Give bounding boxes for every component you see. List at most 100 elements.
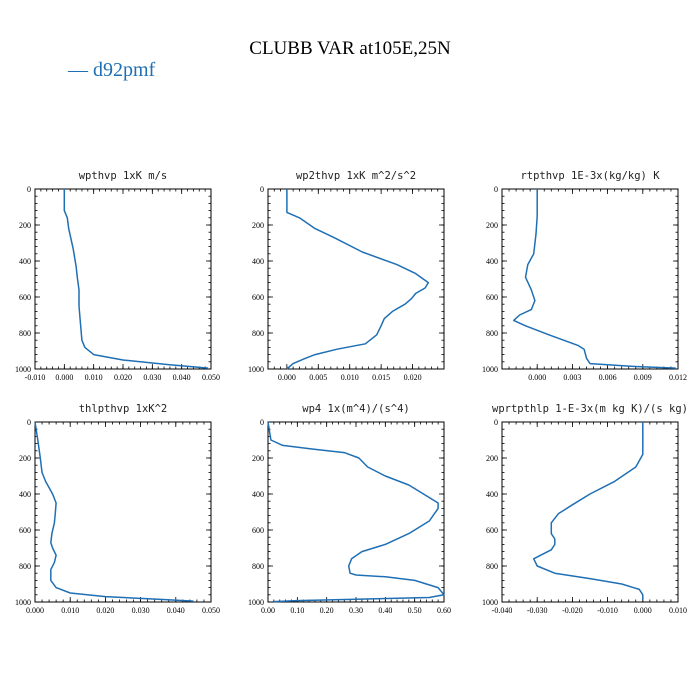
x-tick-label: 0.010 xyxy=(61,606,79,615)
series-line-1 xyxy=(532,422,644,601)
y-tick-label: 1000 xyxy=(482,598,498,607)
series-line-1 xyxy=(286,189,430,370)
chart-panel-5: wp4 1x(m^4)/(s^4) 0.00 0.10 0.20 0.30 0.40 0.5… xyxy=(248,403,451,615)
y-tick-label: 600 xyxy=(486,293,498,302)
x-tick-label: 0.10 xyxy=(290,606,304,615)
y-tick-label: 200 xyxy=(19,454,31,463)
y-tick-label: 600 xyxy=(486,526,498,535)
plot-frame xyxy=(34,421,212,603)
y-tick-label: 400 xyxy=(486,257,498,266)
legend: — d92pmf xyxy=(67,59,156,81)
x-tick-label: 0.003 xyxy=(563,373,581,382)
x-tick-label: 0.030 xyxy=(132,606,150,615)
x-tick-label: 0.050 xyxy=(202,373,220,382)
x-tick-label: 0.020 xyxy=(96,606,114,615)
y-tick-label: 1000 xyxy=(248,365,264,374)
x-tick-label: 0.040 xyxy=(173,373,191,382)
y-tick-label: 400 xyxy=(19,257,31,266)
x-tick-label: 0.030 xyxy=(143,373,161,382)
x-tick-label: 0.000 xyxy=(278,373,296,382)
y-tick-label: 200 xyxy=(19,221,31,230)
panel-title: rtpthvp 1E-3x(kg/kg) K xyxy=(520,170,660,182)
y-tick-label: 600 xyxy=(19,526,31,535)
panel-title: wp2thvp 1xK m^2/s^2 xyxy=(296,170,416,182)
x-tick-label: 0.000 xyxy=(26,606,44,615)
x-tick-label: 0.000 xyxy=(55,373,73,382)
panel-title: wp4 1x(m^4)/(s^4) xyxy=(302,403,409,415)
y-tick-label: 400 xyxy=(252,490,264,499)
y-tick-label: 800 xyxy=(19,562,31,571)
y-tick-label: 800 xyxy=(486,562,498,571)
y-tick-label: 1000 xyxy=(482,365,498,374)
chart-panel-1: wpthvp 1xK m/s -0.010 0.000 0.010 0.020 0.030… xyxy=(15,170,220,382)
y-tick-label: 0 xyxy=(260,185,264,194)
series-line-1 xyxy=(512,189,676,369)
panels-group: wpthvp 1xK m/s-0.010 0.000 0.010 0.020 0.030… xyxy=(15,170,688,615)
y-tick-label: 1000 xyxy=(15,365,31,374)
y-tick-label: 800 xyxy=(19,329,31,338)
legend-label: d92pmf xyxy=(93,59,156,81)
x-tick-label: 0.000 xyxy=(634,606,652,615)
y-tick-label: 400 xyxy=(486,490,498,499)
y-tick-label: 0 xyxy=(494,418,498,427)
series-line-1 xyxy=(63,189,209,369)
legend-entry-d92pmf: — d92pmf xyxy=(67,59,156,81)
x-tick-label: -0.020 xyxy=(562,606,583,615)
chart-panel-6: wprtpthlp 1-E-3x(m kg K)/(s kg) -0.040 -0.… xyxy=(482,403,688,615)
x-tick-label: 0.020 xyxy=(404,373,422,382)
x-tick-label: 0.020 xyxy=(114,373,132,382)
x-tick-label: 0.30 xyxy=(349,606,363,615)
y-tick-label: 200 xyxy=(252,454,264,463)
x-tick-label: 0.40 xyxy=(378,606,392,615)
x-tick-label: 0.010 xyxy=(669,606,687,615)
panel-title: wpthvp 1xK m/s xyxy=(79,170,168,182)
y-tick-label: 0 xyxy=(260,418,264,427)
x-tick-label: 0.005 xyxy=(309,373,327,382)
plot-frame xyxy=(501,421,679,603)
y-tick-label: 600 xyxy=(19,293,31,302)
chart-panel-3: rtpthvp 1E-3x(kg/kg) K 0.000 0.003 0.006 0.0… xyxy=(482,170,687,382)
x-tick-label: -0.030 xyxy=(527,606,548,615)
y-tick-label: 400 xyxy=(19,490,31,499)
x-tick-label: 0.040 xyxy=(167,606,185,615)
x-tick-label: 0.20 xyxy=(320,606,334,615)
x-tick-label: 0.050 xyxy=(202,606,220,615)
chart-panel-4: thlpthvp 1xK^2 0.000 0.010 0.020 0.030 0.040 0… xyxy=(15,403,220,615)
x-tick-label: -0.010 xyxy=(25,373,46,382)
x-tick-label: 0.012 xyxy=(669,373,687,382)
y-tick-label: 1000 xyxy=(15,598,31,607)
y-tick-label: 800 xyxy=(252,562,264,571)
x-tick-label: 0.00 xyxy=(261,606,275,615)
x-tick-label: 0.50 xyxy=(408,606,422,615)
y-tick-label: 200 xyxy=(252,221,264,230)
plot-frame xyxy=(34,188,212,370)
y-tick-label: 0 xyxy=(494,185,498,194)
chart-panel-2: wp2thvp 1xK m^2/s^2 0.000 0.005 0.010 0.015 0… xyxy=(248,170,445,382)
y-tick-label: 400 xyxy=(252,257,264,266)
figure-title: CLUBB VAR at105E,25N xyxy=(249,38,451,59)
y-tick-label: 600 xyxy=(252,526,264,535)
series-line-1 xyxy=(34,421,194,602)
x-tick-label: 0.015 xyxy=(372,373,390,382)
x-tick-label: 0.010 xyxy=(85,373,103,382)
y-tick-label: 200 xyxy=(486,221,498,230)
x-tick-label: 0.009 xyxy=(634,373,652,382)
x-tick-label: 0.006 xyxy=(599,373,617,382)
x-tick-label: -0.040 xyxy=(492,606,513,615)
y-tick-label: 600 xyxy=(252,293,264,302)
panel-title: thlpthvp 1xK^2 xyxy=(79,403,168,415)
x-tick-label: 0.000 xyxy=(528,373,546,382)
y-tick-label: 0 xyxy=(27,185,31,194)
plot-frame xyxy=(501,188,679,370)
panel-title: wprtpthlp 1-E-3x(m kg K)/(s kg) xyxy=(492,403,688,415)
y-tick-label: 800 xyxy=(486,329,498,338)
x-tick-label: 0.010 xyxy=(341,373,359,382)
series-line-1 xyxy=(267,421,445,603)
x-tick-label: -0.010 xyxy=(597,606,618,615)
y-tick-label: 0 xyxy=(27,418,31,427)
y-tick-label: 1000 xyxy=(248,598,264,607)
y-tick-label: 200 xyxy=(486,454,498,463)
y-tick-label: 800 xyxy=(252,329,264,338)
x-tick-label: 0.60 xyxy=(437,606,451,615)
